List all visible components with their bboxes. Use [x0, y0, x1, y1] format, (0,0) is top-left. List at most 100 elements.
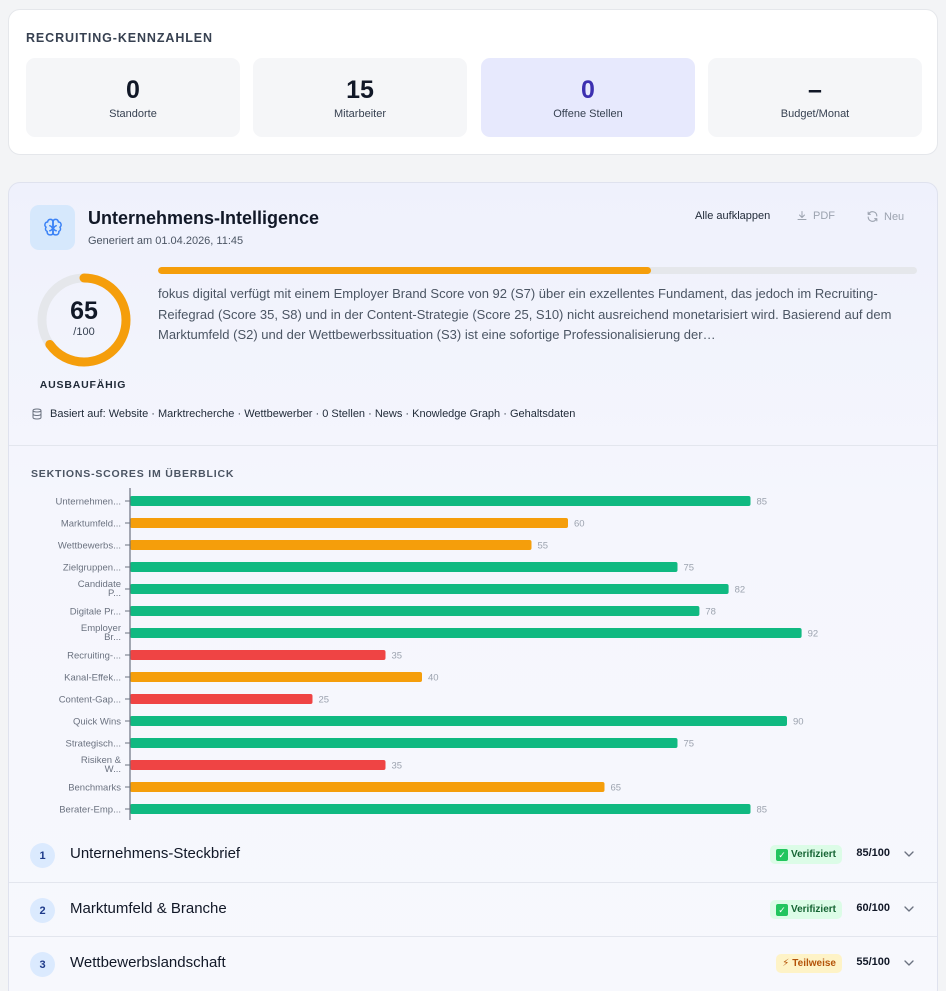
chart-category-label: Quick Wins: [73, 717, 121, 728]
chevron-down-icon[interactable]: [901, 901, 917, 917]
chart-category-label: Kanal-Effek...: [64, 673, 121, 684]
chart-bar: [130, 738, 678, 748]
status-badge: ⚡ Teilweise: [776, 954, 842, 973]
chart-category-label: Recruiting-...: [67, 651, 121, 662]
chart-bar: [130, 716, 787, 726]
score-progress-bar: [158, 267, 917, 274]
section-name: Unternehmens-Steckbrief: [70, 845, 241, 862]
chart-value-label: 65: [611, 783, 622, 794]
chart-title: SEKTIONS-SCORES IM ÜBERBLICK: [31, 468, 235, 480]
chart-bar: [130, 760, 386, 770]
score-progress-fill: [158, 267, 652, 274]
badge-label: Teilweise: [792, 958, 836, 969]
chart-category-label: Benchmarks: [68, 783, 121, 794]
section-name: Marktumfeld & Branche: [70, 900, 227, 917]
data-sources-label: Basiert auf: Website · Marktrecherche · …: [50, 408, 576, 420]
section-number: 2: [30, 898, 55, 923]
chart-bar: [130, 562, 678, 572]
chart-value-label: 82: [735, 585, 746, 596]
chart-bar: [130, 694, 313, 704]
chart-value-label: 85: [757, 805, 768, 816]
data-sources: Basiert auf: Website · Marktrecherche · …: [31, 408, 575, 420]
chart-bar: [130, 804, 751, 814]
expand-all-label: Alle aufklappen: [695, 210, 771, 222]
kpi-label: Standorte: [109, 108, 157, 120]
score-value: 65: [70, 297, 98, 325]
check-icon: ✓: [775, 903, 788, 916]
chevron-down-icon[interactable]: [901, 846, 917, 862]
refresh-icon: [867, 211, 878, 222]
kpi-value: 15: [346, 76, 374, 104]
recruiting-kpi-card: RECRUITING-KENNZAHLEN 0 Standorte 15 Mit…: [8, 9, 938, 155]
refresh-label: Neu: [884, 210, 905, 223]
chart-value-label: 92: [808, 629, 819, 640]
kpi-tile-standorte: 0 Standorte: [26, 58, 240, 137]
chart-bar: [130, 628, 802, 638]
section-row-1[interactable]: 1 Unternehmens-Steckbrief ✓ Verifiziert 8…: [9, 828, 937, 882]
score-gauge: 65 /100: [35, 271, 133, 369]
kpi-tile-offene-stellen: 0 Offene Stellen: [481, 58, 695, 137]
pdf-button[interactable]: PDF: [796, 210, 835, 222]
chart-category-label: Strategisch...: [66, 739, 121, 750]
chart-value-label: 75: [684, 739, 695, 750]
pdf-label: PDF: [813, 210, 835, 222]
kpi-value: –: [808, 76, 822, 104]
refresh-button[interactable]: Neu: [866, 210, 904, 223]
chevron-down-icon[interactable]: [901, 955, 917, 971]
score-gauge-arc: [37, 273, 131, 367]
chart-category-label: Berater-Emp...: [59, 805, 121, 816]
chart-category-label: Marktumfeld...: [61, 519, 121, 530]
kpi-title: RECRUITING-KENNZAHLEN: [26, 31, 213, 45]
brain-icon: [30, 205, 75, 250]
section-row-3[interactable]: 3 Wettbewerbslandschaft ⚡ Teilweise 55/10…: [9, 936, 937, 990]
chart-category-label: Content-Gap...: [59, 695, 121, 706]
section-name: Wettbewerbslandschaft: [70, 954, 226, 971]
chart-value-label: 35: [392, 651, 403, 662]
chart-category-label: Risiken & W...: [81, 755, 122, 775]
kpi-label: Offene Stellen: [553, 108, 623, 120]
chart-bar: [130, 672, 422, 682]
chart-category-label: Employer Br...: [81, 623, 121, 643]
chart-value-label: 40: [428, 673, 439, 684]
chart-value-label: 85: [757, 497, 768, 508]
chart-value-label: 78: [705, 607, 716, 618]
status-badge: ✓ Verifiziert: [769, 845, 842, 864]
badge-label: Verifiziert: [790, 849, 836, 860]
database-icon: [32, 408, 42, 420]
expand-all-button[interactable]: Alle aufklappen: [695, 210, 770, 222]
download-icon: [797, 211, 807, 220]
section-row-2[interactable]: 2 Marktumfeld & Branche ✓ Verifiziert 60/…: [9, 882, 937, 936]
kpi-value: 0: [581, 76, 595, 104]
section-number: 3: [30, 952, 55, 977]
chart-bar: [130, 540, 532, 550]
chart-bar: [130, 584, 729, 594]
kpi-value: 0: [126, 76, 140, 104]
section-score: 85/100: [856, 847, 890, 859]
chart-category-label: Unternehmen...: [56, 497, 121, 508]
check-icon: ✓: [775, 848, 788, 861]
chart-category-label: Candidate P...: [78, 579, 121, 599]
intel-title: Unternehmens-Intelligence: [88, 208, 320, 228]
chart-bar: [130, 496, 751, 506]
kpi-label: Budget/Monat: [780, 108, 850, 120]
lightning-icon: ⚡: [782, 958, 790, 969]
kpi-tile-budget: – Budget/Monat: [708, 58, 922, 137]
chart-value-label: 75: [684, 563, 695, 574]
chart-category-label: Wettbewerbs...: [58, 541, 121, 552]
section-scores-chart: 85 Unternehmen... 60 Marktumfeld... 55 Wettbe…: [56, 488, 819, 820]
badge-label: Verifiziert: [790, 904, 836, 915]
summary-text: fokus digital verfügt mit einem Employer…: [158, 286, 892, 342]
generated-timestamp: Generiert am 01.04.2026, 11:45: [88, 235, 244, 247]
chart-bar: [130, 606, 700, 616]
section-score: 60/100: [856, 902, 890, 914]
chart-bar: [130, 650, 386, 660]
chart-bar: [130, 782, 605, 792]
company-intelligence-card: Unternehmens-Intelligence Generiert am 0…: [8, 182, 938, 991]
divider: [9, 445, 937, 446]
chart-category-label: Digitale Pr...: [70, 607, 121, 618]
chart-value-label: 55: [538, 541, 549, 552]
score-max: /100: [73, 326, 95, 338]
status-badge: ✓ Verifiziert: [769, 900, 842, 919]
chart-value-label: 60: [574, 519, 585, 530]
kpi-tile-mitarbeiter: 15 Mitarbeiter: [253, 58, 467, 137]
